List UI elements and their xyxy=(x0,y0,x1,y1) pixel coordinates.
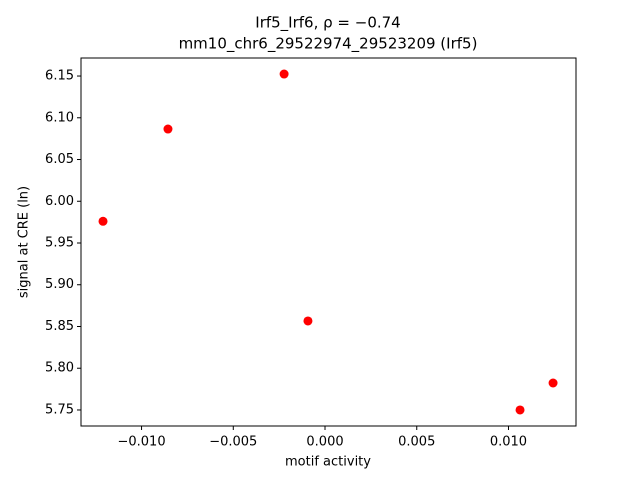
point xyxy=(98,216,108,226)
x-tick-label: 0.000 xyxy=(306,435,343,450)
y-tick-label: 5.75 xyxy=(45,402,74,417)
y-tick-label: 5.80 xyxy=(45,361,74,376)
x-tick-label: 0.010 xyxy=(490,435,527,450)
y-axis-label: signal at CRE (ln) xyxy=(17,186,32,298)
y-tick-label: 5.90 xyxy=(45,277,74,292)
x-tick-label: −0.010 xyxy=(117,435,165,450)
x-tick-label: −0.005 xyxy=(209,435,257,450)
chart-subtitle: mm10_chr6_29522974_29523209 (Irf5) xyxy=(179,35,478,54)
point xyxy=(548,378,558,388)
x-axis-label: motif activity xyxy=(285,455,371,470)
plot-frame xyxy=(80,57,577,427)
y-tick-label: 6.15 xyxy=(45,69,74,84)
point xyxy=(279,69,289,79)
point xyxy=(303,316,313,326)
y-tick-label: 6.00 xyxy=(45,194,74,209)
y-tick-label: 5.95 xyxy=(45,236,74,251)
chart-title: Irf5_Irf6, ρ = −0.74 xyxy=(255,14,400,33)
point xyxy=(163,124,173,134)
y-tick-label: 5.85 xyxy=(45,319,74,334)
y-tick-label: 6.05 xyxy=(45,152,74,167)
y-tick-label: 6.10 xyxy=(45,110,74,125)
x-tick-label: 0.005 xyxy=(398,435,435,450)
point xyxy=(515,405,525,415)
